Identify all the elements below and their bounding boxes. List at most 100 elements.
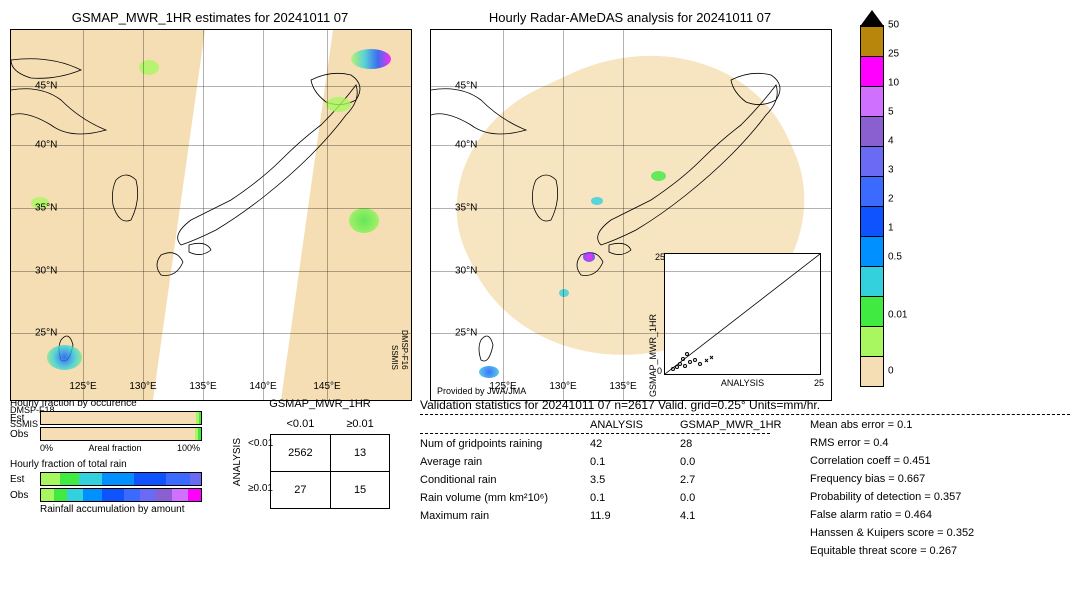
bar-segment bbox=[190, 473, 201, 485]
bar-segment bbox=[172, 489, 188, 501]
left-map-frame: DMSP-F16 SSMIS 45°N40°N35°N30°N25°N125°E… bbox=[10, 29, 412, 401]
stats-right: Mean abs error = 0.1RMS error = 0.4Corre… bbox=[810, 419, 974, 563]
colorbar-segment bbox=[861, 236, 883, 266]
ytick: 35°N bbox=[455, 202, 477, 213]
inset-ymin: 0 bbox=[657, 366, 662, 376]
colorbar-tick: 0.5 bbox=[888, 252, 902, 263]
stats-cell: 2.7 bbox=[680, 474, 770, 486]
stats-cell: 0.1 bbox=[590, 492, 680, 504]
stats-cell: 11.9 bbox=[590, 510, 680, 522]
fraction-panels: Hourly fraction by occurence EstObs 0% A… bbox=[10, 398, 210, 563]
xtick: 125°E bbox=[489, 381, 516, 392]
bar-row: Est bbox=[10, 411, 210, 425]
axis-mid: Areal fraction bbox=[88, 443, 141, 453]
colorbar-segment bbox=[861, 296, 883, 326]
xtick: 140°E bbox=[249, 381, 276, 392]
cont-cell: 13 bbox=[330, 435, 389, 472]
stats-cell: 28 bbox=[680, 438, 770, 450]
gridline bbox=[503, 30, 504, 400]
stats-hdr: ANALYSIS GSMAP_MWR_1HR bbox=[420, 419, 770, 431]
bar-segment bbox=[199, 412, 201, 424]
fraction-rain-title: Hourly fraction of total rain bbox=[10, 459, 210, 470]
gridline bbox=[11, 271, 411, 272]
bar-row: Obs bbox=[10, 488, 210, 502]
bar-row: Est bbox=[10, 472, 210, 486]
swath-label-2: SSMIS bbox=[390, 345, 399, 370]
xtick: 130°E bbox=[129, 381, 156, 392]
gridline bbox=[431, 271, 831, 272]
precip-blob bbox=[349, 208, 379, 233]
stats-cell: 4.1 bbox=[680, 510, 770, 522]
stats-row: Rain volume (mm km²10⁶)0.10.0 bbox=[420, 492, 770, 504]
stats-row: Conditional rain3.52.7 bbox=[420, 474, 770, 486]
bar-segment bbox=[67, 489, 83, 501]
gridline bbox=[203, 30, 204, 400]
stats-metric: False alarm ratio = 0.464 bbox=[810, 509, 974, 521]
stats-row: Maximum rain11.94.1 bbox=[420, 510, 770, 522]
dashed-line bbox=[420, 433, 770, 434]
ytick: 45°N bbox=[455, 80, 477, 91]
bar-segment bbox=[41, 412, 196, 424]
colorbar-tick: 1 bbox=[888, 223, 894, 234]
cont-cell: 2562 bbox=[271, 435, 331, 472]
stats-cell: 0.0 bbox=[680, 492, 770, 504]
gridline bbox=[623, 30, 624, 400]
stats-cell: Num of gridpoints raining bbox=[420, 438, 590, 450]
contingency-head: GSMAP_MWR_1HR bbox=[240, 398, 400, 410]
xtick: 145°E bbox=[313, 381, 340, 392]
cont-row2-lbl: ≥0.01 bbox=[248, 483, 273, 494]
gridline bbox=[83, 30, 84, 400]
ytick: 25°N bbox=[455, 328, 477, 339]
colorbar-segment bbox=[861, 356, 883, 386]
precip-blob bbox=[651, 171, 666, 181]
bar-segment bbox=[188, 489, 201, 501]
cont-col1: <0.01 bbox=[271, 414, 331, 435]
cont-cell: 27 bbox=[271, 472, 331, 509]
cont-cell: 15 bbox=[330, 472, 389, 509]
bar-segment bbox=[134, 473, 166, 485]
colorbar-panel: 502510543210.50.010 bbox=[860, 10, 915, 390]
gridline bbox=[11, 333, 411, 334]
bar-segment bbox=[54, 489, 67, 501]
bar-segment bbox=[124, 489, 140, 501]
inset-xmax: 25 bbox=[814, 378, 824, 388]
ytick: 25°N bbox=[35, 328, 57, 339]
gridline bbox=[327, 30, 328, 400]
colorbar-segment bbox=[861, 26, 883, 56]
ytick: 30°N bbox=[455, 265, 477, 276]
xtick: 135°E bbox=[609, 381, 636, 392]
stats-metric: RMS error = 0.4 bbox=[810, 437, 974, 449]
ytick: 40°N bbox=[455, 139, 477, 150]
stats-cell: 42 bbox=[590, 438, 680, 450]
gridline bbox=[263, 30, 264, 400]
right-map-title: Hourly Radar-AMeDAS analysis for 2024101… bbox=[430, 10, 830, 25]
cont-col2: ≥0.01 bbox=[330, 414, 389, 435]
bar-segment bbox=[60, 473, 79, 485]
right-map-panel: Hourly Radar-AMeDAS analysis for 2024101… bbox=[430, 10, 830, 390]
colorbar-tick: 25 bbox=[888, 49, 899, 60]
bar-segment bbox=[166, 473, 190, 485]
bar-segment bbox=[41, 473, 60, 485]
axis-left: 0% bbox=[40, 443, 53, 453]
scatter-svg bbox=[665, 254, 820, 374]
inset-ylabel: GSMAP_MWR_1HR bbox=[648, 314, 658, 397]
dashed-line bbox=[420, 414, 1070, 415]
bar-track bbox=[40, 472, 202, 486]
colorbar-tick: 10 bbox=[888, 78, 899, 89]
xtick: 130°E bbox=[549, 381, 576, 392]
stats-cols: ANALYSIS GSMAP_MWR_1HR Num of gridpoints… bbox=[420, 419, 1070, 563]
bar-segment bbox=[198, 428, 201, 440]
colorbar-segment bbox=[861, 176, 883, 206]
ytick: 45°N bbox=[35, 80, 57, 91]
xtick: 125°E bbox=[69, 381, 96, 392]
inset-xlabel: ANALYSIS bbox=[721, 378, 764, 388]
bar-row: Obs bbox=[10, 427, 210, 441]
cont-row1-lbl: <0.01 bbox=[248, 438, 273, 449]
swath-label-1: DMSP-F16 bbox=[400, 330, 409, 370]
left-map-title: GSMAP_MWR_1HR estimates for 20241011 07 bbox=[10, 10, 410, 25]
gridline bbox=[563, 30, 564, 400]
colorbar-segment bbox=[861, 146, 883, 176]
colorbar-tick: 0 bbox=[888, 366, 894, 377]
stats-cell: Average rain bbox=[420, 456, 590, 468]
stats-metric: Mean abs error = 0.1 bbox=[810, 419, 974, 431]
